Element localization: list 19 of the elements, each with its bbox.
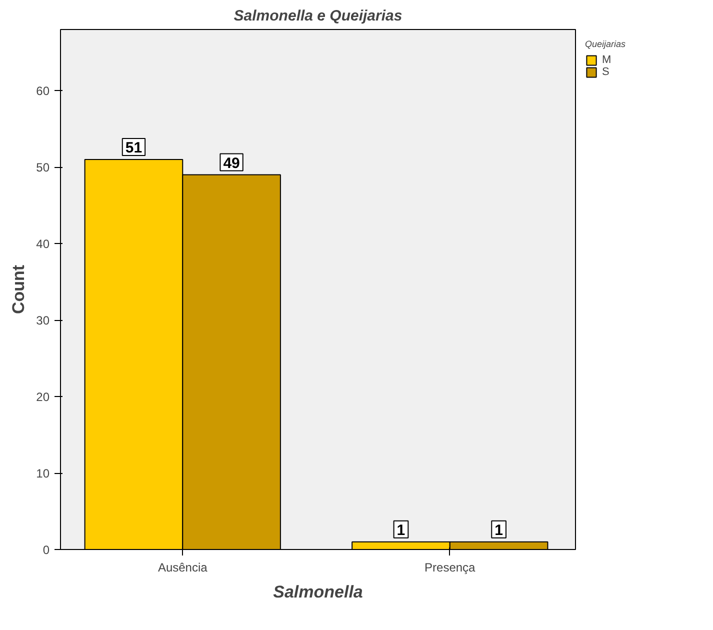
- x-tick-label: Presença: [424, 560, 476, 574]
- legend-label: M: [602, 54, 612, 66]
- data-label: 49: [223, 154, 240, 172]
- y-tick-label: 50: [36, 160, 50, 175]
- x-tick-label: Ausência: [158, 560, 208, 574]
- x-axis-title: Salmonella: [273, 582, 363, 602]
- y-tick-label: 0: [42, 543, 50, 557]
- y-tick-label: 60: [36, 84, 50, 98]
- data-label: 1: [396, 522, 406, 539]
- data-label: 1: [494, 522, 503, 539]
- chart-title: Salmonella e Queijarias: [234, 8, 402, 24]
- data-label: 51: [125, 140, 142, 156]
- legend-label: S: [602, 66, 610, 78]
- y-tick-label: 10: [36, 466, 50, 481]
- legend-title: Queijarias: [585, 39, 626, 49]
- y-tick-label: 40: [36, 237, 50, 252]
- y-axis-title: Count: [9, 264, 28, 314]
- y-tick-label: 30: [36, 314, 50, 328]
- y-tick-label: 20: [36, 390, 50, 404]
